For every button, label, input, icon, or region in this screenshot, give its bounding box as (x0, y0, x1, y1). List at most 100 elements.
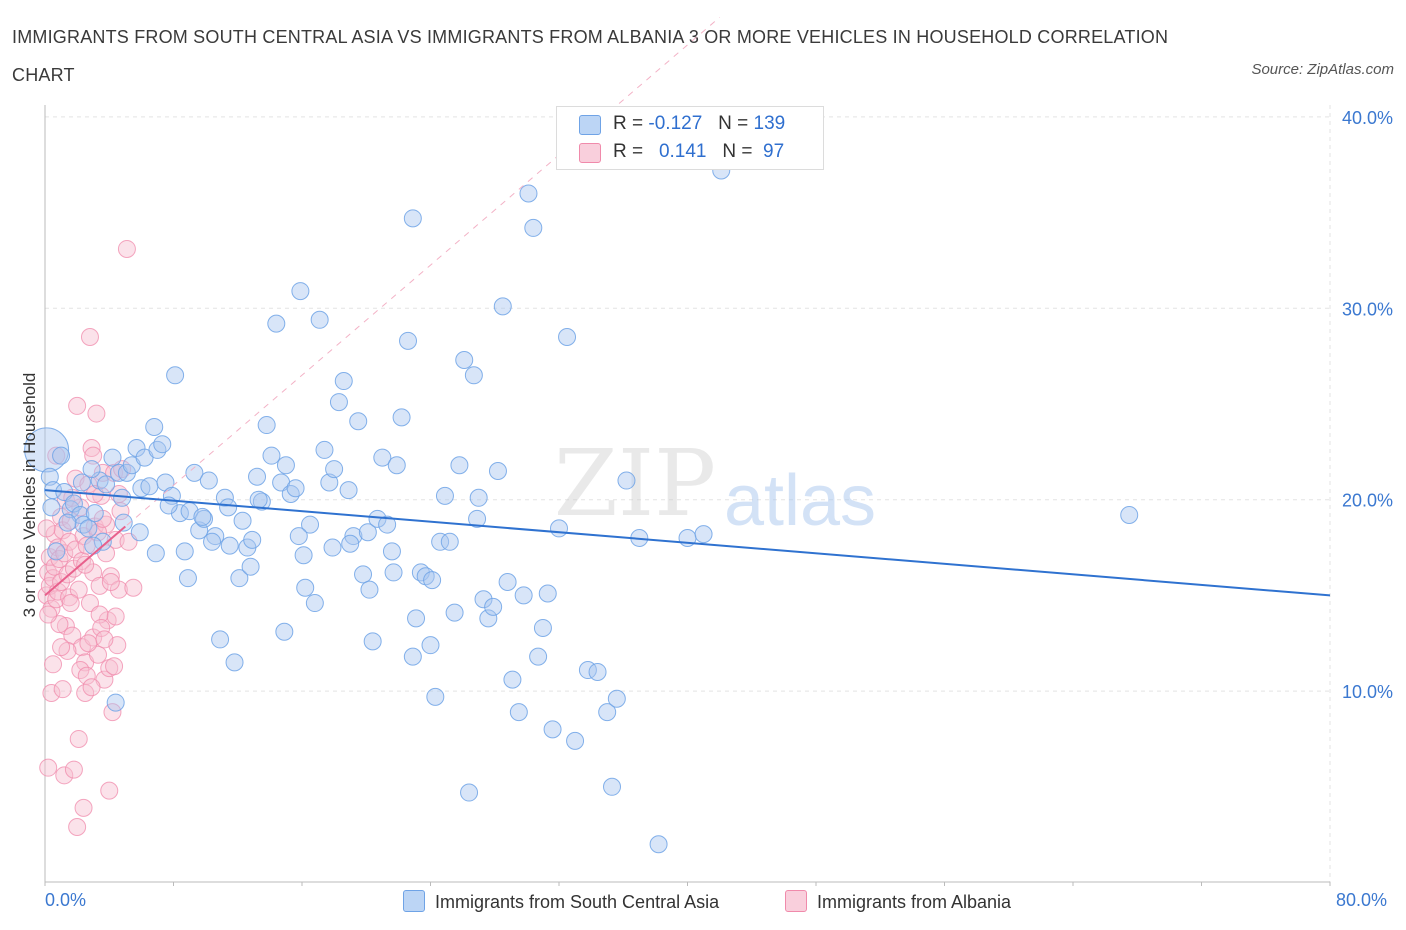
south-central-asia-point (148, 440, 167, 459)
south-central-asia-point (431, 532, 450, 551)
south-central-asia-point (519, 184, 538, 203)
south-central-asia-point (85, 504, 104, 523)
south-central-asia-point (97, 475, 116, 494)
south-central-asia-point (464, 366, 483, 385)
south-central-asia-point (445, 603, 464, 622)
south-central-asia-point (503, 670, 522, 689)
south-central-asia-point (509, 703, 528, 722)
south-central-asia-point (166, 366, 185, 385)
y-tick-label: 10.0% (1342, 682, 1393, 702)
south-central-asia-point (488, 461, 507, 480)
south-central-asia-point (275, 622, 294, 641)
albania-point (47, 446, 66, 465)
albania-point (79, 634, 98, 653)
south-central-asia-point (140, 477, 159, 496)
albania-point (82, 678, 101, 697)
south-central-asia-point (42, 498, 61, 517)
south-central-asia-point (407, 609, 426, 628)
south-central-asia-point (72, 473, 91, 492)
south-central-asia-point (533, 618, 552, 637)
n-value: 139 (753, 113, 786, 134)
south-central-asia-point (61, 500, 80, 519)
south-central-asia-point (203, 532, 222, 551)
south-central-asia-point (291, 282, 310, 301)
albania-point (100, 781, 119, 800)
south-central-asia-point (47, 542, 66, 561)
albania-point (92, 618, 111, 637)
south-central-asia-point (305, 594, 324, 613)
r-label: R = (613, 141, 644, 162)
legend-swatch-blue (579, 115, 601, 135)
south-central-asia-point (339, 481, 358, 500)
south-central-asia-point (185, 463, 204, 482)
south-central-asia-point (114, 513, 133, 532)
albania-point (101, 573, 120, 592)
south-central-asia-point (24, 427, 70, 473)
south-central-asia-point (354, 565, 373, 584)
albania-point (77, 666, 96, 685)
albania-point (76, 555, 95, 574)
albania-point (74, 798, 93, 817)
south-central-asia-point (220, 536, 239, 555)
south-central-asia-point (399, 331, 418, 350)
n-label: N = (718, 113, 749, 134)
watermark-zip: ZIP (554, 430, 716, 537)
x-axis-min-label: 0.0% (45, 890, 87, 910)
south-central-asia-point (40, 467, 59, 486)
y-axis-title: 3 or more Vehicles in Household (20, 372, 39, 618)
legend-item-south-central-asia: Immigrants from South Central Asia (403, 890, 719, 913)
albania-point (42, 599, 61, 618)
south-central-asia-point (103, 448, 122, 467)
source-label: Source: ZipAtlas.com (1251, 61, 1394, 78)
south-central-asia-point (257, 416, 276, 435)
south-central-asia-point (403, 209, 422, 228)
south-central-asia-point (219, 498, 238, 517)
albania-point (37, 519, 56, 538)
south-central-asia-point (524, 218, 543, 237)
south-central-asia-point (230, 569, 249, 588)
south-central-asia-point (421, 636, 440, 655)
albania-point (64, 760, 83, 779)
albania-trend-line (44, 525, 126, 597)
south-central-asia-point (479, 609, 498, 628)
watermark: ZIP atlas (554, 430, 876, 541)
south-central-asia-point (289, 527, 308, 546)
n-value: 97 (763, 141, 785, 162)
south-central-asia-point (93, 532, 112, 551)
chart-title: IMMIGRANTS FROM SOUTH CENTRAL ASIA VS IM… (12, 27, 1169, 85)
south-central-asia-point (455, 350, 474, 369)
albania-point (105, 657, 124, 676)
south-central-asia-point (474, 590, 493, 609)
albania-point (39, 758, 58, 777)
y-tick-labels: 10.0% 20.0% 30.0% 40.0% (1342, 108, 1393, 702)
south-central-asia-point (325, 460, 344, 479)
albania-point (84, 446, 103, 465)
r-value: 0.141 (658, 141, 707, 162)
watermark-atlas: atlas (724, 461, 876, 541)
south-central-asia-point (360, 580, 379, 599)
south-central-asia-point (323, 538, 342, 557)
south-central-asia-point (252, 492, 271, 511)
albania-point (69, 729, 88, 748)
south-central-asia-point (514, 586, 533, 605)
legend-swatch-blue (403, 890, 425, 912)
south-central-asia-point (440, 532, 459, 551)
south-central-asia-point (190, 521, 209, 540)
legend-label: Immigrants from South Central Asia (435, 892, 720, 912)
albania-point (44, 655, 63, 674)
south-central-asia-point (243, 530, 262, 549)
south-central-asia-point (387, 456, 406, 475)
albania-point (101, 567, 120, 586)
albania-point (89, 523, 108, 542)
south-central-asia-point (249, 490, 268, 509)
south-central-asia-point (426, 687, 445, 706)
albania-point (56, 617, 75, 636)
south-central-asia-point (193, 507, 212, 526)
south-central-asia-point (373, 448, 392, 467)
south-central-asia-point (178, 569, 197, 588)
albania-point (61, 594, 80, 613)
south-central-asia-point (358, 523, 377, 542)
south-central-asia-point (529, 647, 548, 666)
south-central-asia-point (286, 479, 305, 498)
south-central-asia-point (206, 527, 225, 546)
